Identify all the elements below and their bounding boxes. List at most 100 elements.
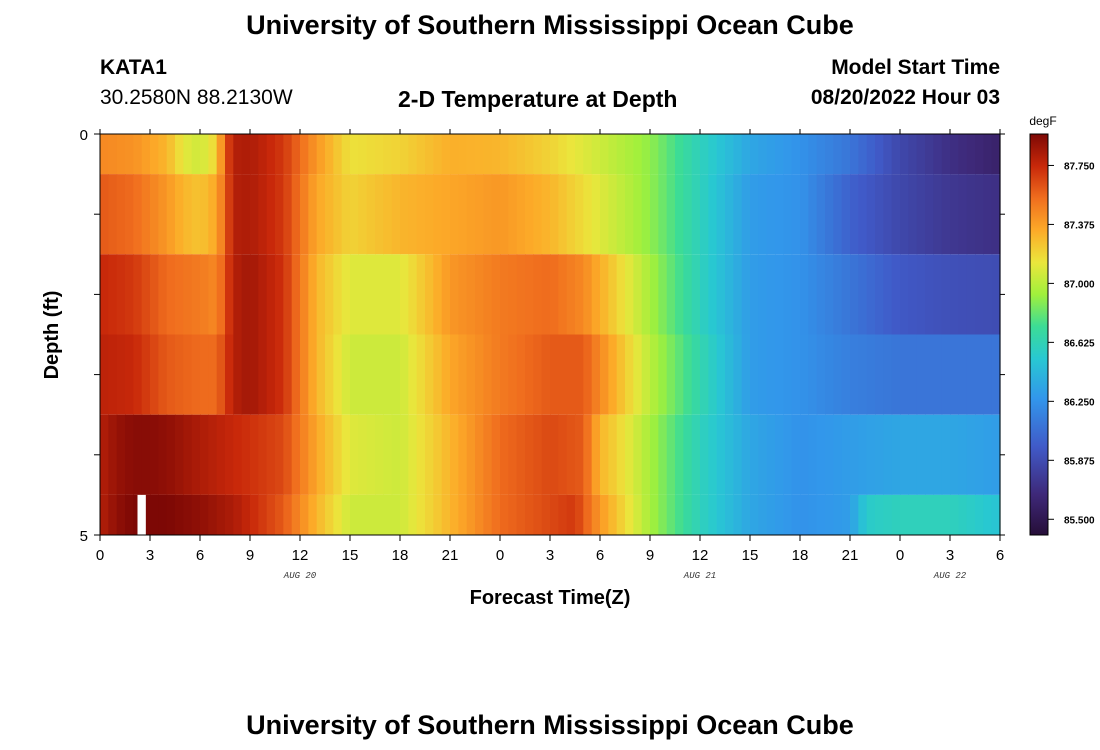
heatmap-cell: [641, 494, 651, 535]
date-label: AUG 22: [933, 571, 967, 581]
heatmap-cell: [191, 494, 201, 535]
heatmap-cell: [875, 494, 884, 535]
heatmap-cell: [408, 494, 418, 535]
heatmap-cell: [108, 414, 118, 495]
heatmap-cell: [125, 254, 134, 335]
heatmap-cell: [866, 254, 876, 335]
heatmap-cell: [300, 254, 309, 335]
heatmap-cell: [858, 334, 868, 415]
heatmap-cell: [808, 134, 818, 175]
heatmap-cell: [741, 254, 751, 335]
heatmap-cell: [375, 174, 384, 255]
heatmap-cell: [500, 414, 509, 495]
heatmap-cell: [650, 254, 659, 335]
heatmap-cell: [658, 134, 668, 175]
heatmap-cell: [525, 134, 534, 175]
heatmap-cell: [266, 174, 276, 255]
heatmap-cell: [558, 254, 568, 335]
footer-title: University of Southern Mississippi Ocean…: [246, 710, 854, 740]
heatmap-cell: [908, 414, 918, 495]
heatmap-cell: [691, 334, 701, 415]
colorbar-tick-label: 85.875: [1064, 456, 1095, 467]
heatmap-cell: [183, 254, 193, 335]
heatmap-cell: [291, 254, 301, 335]
heatmap-cell: [400, 334, 409, 415]
heatmap-cell: [275, 334, 284, 415]
heatmap-cell: [841, 174, 851, 255]
heatmap-cell: [883, 414, 893, 495]
heatmap-cell: [891, 254, 901, 335]
heatmap-cell: [475, 494, 484, 535]
colorbar-tick-label: 87.000: [1064, 279, 1095, 290]
heatmap-cell: [866, 134, 876, 175]
heatmap-cell: [525, 414, 534, 495]
heatmap-cell: [108, 174, 118, 255]
heatmap-cell: [491, 494, 501, 535]
heatmap-cell: [483, 134, 493, 175]
heatmap-cell: [450, 414, 459, 495]
heatmap-cell: [166, 414, 176, 495]
heatmap-cell: [750, 254, 759, 335]
heatmap-cell: [883, 134, 893, 175]
heatmap-cell: [141, 254, 151, 335]
x-tick-label: 9: [246, 547, 254, 564]
heatmap-cell: [950, 134, 959, 175]
heatmap-cell: [266, 494, 276, 535]
heatmap-cell: [383, 174, 393, 255]
heatmap-cell: [183, 414, 193, 495]
heatmap-cell: [850, 254, 859, 335]
heatmap-cell: [125, 134, 134, 175]
heatmap-cell: [616, 414, 626, 495]
heatmap-cell: [975, 174, 984, 255]
heatmap-cell: [900, 494, 909, 535]
heatmap-cell: [133, 134, 143, 175]
heatmap-cell: [766, 254, 776, 335]
colorbar-unit: degF: [1029, 114, 1056, 128]
heatmap-cell: [158, 134, 168, 175]
x-tick-label: 6: [596, 547, 604, 564]
heatmap-cell: [308, 494, 318, 535]
heatmap-cell: [783, 254, 793, 335]
heatmap-cell: [541, 334, 551, 415]
colorbar-tick-label: 85.500: [1064, 515, 1095, 526]
heatmap-cell: [600, 334, 609, 415]
heatmap-cell: [608, 334, 618, 415]
heatmap-cell: [783, 134, 793, 175]
heatmap-cell: [358, 334, 368, 415]
heatmap-cell: [316, 334, 326, 415]
heatmap-cell: [275, 414, 284, 495]
heatmap-cell: [500, 494, 509, 535]
heatmap-cell: [500, 174, 509, 255]
x-tick-label: 3: [546, 547, 554, 564]
heatmap-cell: [816, 494, 826, 535]
heatmap-cell: [433, 134, 443, 175]
heatmap-cell: [166, 254, 176, 335]
heatmap-cell: [983, 174, 993, 255]
heatmap-cell: [708, 414, 718, 495]
heatmap-cell: [941, 494, 951, 535]
heatmap-cell: [916, 334, 926, 415]
heatmap-cell: [541, 494, 551, 535]
x-tick-label: 0: [896, 547, 904, 564]
heatmap-cell: [600, 174, 609, 255]
heatmap-cell: [916, 134, 926, 175]
heatmap-cell: [700, 174, 709, 255]
heatmap-cell: [450, 174, 459, 255]
heatmap-cell: [558, 334, 568, 415]
page-title: University of Southern Mississippi Ocean…: [246, 10, 854, 40]
heatmap-cell: [958, 174, 968, 255]
heatmap-cell: [958, 414, 968, 495]
x-tick-label: 12: [692, 547, 709, 564]
heatmap-cell: [950, 494, 959, 535]
heatmap-cell: [966, 494, 976, 535]
heatmap-cell: [625, 254, 634, 335]
heatmap-cell: [283, 134, 293, 175]
x-axis-label: Forecast Time(Z): [470, 587, 631, 609]
heatmap-cell: [266, 254, 276, 335]
heatmap-cell: [166, 134, 176, 175]
heatmap-cell: [141, 334, 151, 415]
heatmap-cell: [350, 134, 359, 175]
heatmap-cell: [225, 494, 234, 535]
heatmap-cell: [900, 334, 909, 415]
heatmap-cell: [600, 254, 609, 335]
